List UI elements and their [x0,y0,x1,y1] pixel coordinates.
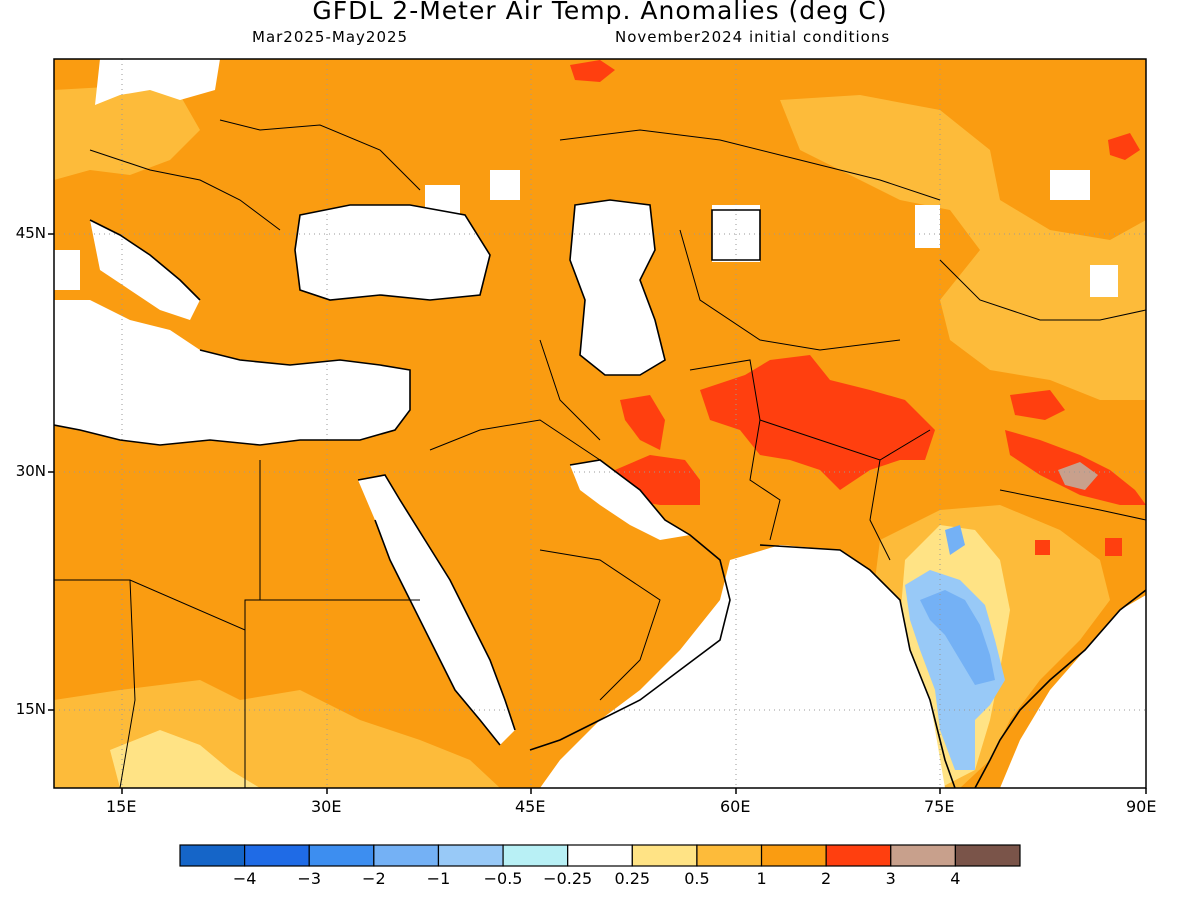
lon-label-75e: 75E [924,797,955,816]
colorbar-label: 2 [821,869,832,888]
black-sea [295,205,490,300]
initial-conditions: November2024 initial conditions [615,28,891,46]
italy-adriatic-sea [90,220,200,320]
anomaly-region-russia-hot [570,60,615,82]
colorbar-swatch [502,844,569,867]
colorbar-swatch [308,844,375,867]
anomaly-region-kazakhstan [780,95,1146,400]
lon-label-15e: 15E [106,797,137,816]
persian-gulf [570,460,690,540]
lon-label-30e: 30E [311,797,342,816]
colorbar-label: −3 [297,869,322,888]
anomaly-region-pale-africa [110,730,260,788]
country-borders [54,119,1146,788]
colorbar-swatch [954,844,1021,867]
red-sea [358,475,515,745]
colorbar-swatch [631,844,698,867]
map-frame [53,58,1147,789]
colorbar-label: 0.5 [684,869,710,888]
anomaly-region-india-cool-north [945,525,965,555]
anomaly-region-himalaya-hot [1005,390,1146,505]
arabian-sea [540,545,945,788]
coastlines [54,199,1146,788]
colorbar-swatch [244,844,310,867]
anomaly-region-north-europe [54,85,200,180]
colorbar-label: 1 [756,869,767,888]
colorbar-label: 3 [885,869,896,888]
colorbar-label: 4 [950,869,961,888]
graticule [54,59,1146,788]
anomaly-region-tibet-peak [1058,462,1098,490]
colorbar-swatch [373,844,440,867]
colorbar [179,844,1021,867]
caspian-sea [570,200,665,375]
aral-sea [712,205,760,262]
siberia-white-patch [1050,170,1090,200]
lon-label-90e: 90E [1126,797,1157,816]
anomaly-region-india-hot-spot [1035,538,1122,556]
anomaly-region-siberia-hot [1108,133,1140,160]
lon-label-45e: 45E [515,797,546,816]
colorbar-swatch [179,844,246,867]
colorbar-label: −4 [232,869,257,888]
colorbar-label: −1 [426,869,451,888]
colorbar-label: 0.25 [614,869,651,888]
balkhash-white-patch [915,205,1118,297]
colorbar-swatch [760,844,827,867]
colorbar-swatch [437,844,504,867]
lat-label-30n: 30N [15,462,46,480]
colorbar-label: −0.5 [483,869,523,888]
bay-of-bengal [1000,595,1146,788]
volga-white-patch [425,170,520,215]
forecast-period: Mar2025-May2025 [252,28,409,46]
anomaly-region-india-colder [920,590,995,685]
colorbar-swatch [567,844,633,867]
anomaly-region-afghan-pak-hot [700,355,935,490]
iberia-white-patch [54,250,80,290]
axis-ticks [48,233,1147,794]
mediterranean-sea [54,300,410,445]
baltic-white-patch [95,59,220,105]
map-field [54,59,1146,788]
colorbar-label: −2 [362,869,386,888]
lat-label-15n: 15N [15,700,46,718]
anomaly-region-iran-hot [620,395,665,450]
lon-label-60e: 60E [720,797,751,816]
map-title: GFDL 2-Meter Air Temp. Anomalies (deg C) [312,0,888,25]
colorbar-swatch [825,844,892,867]
lat-label-45n: 45N [15,224,46,242]
colorbar-swatch [696,844,763,867]
colorbar-label: −0.25 [543,869,593,888]
colorbar-swatch [890,844,956,867]
